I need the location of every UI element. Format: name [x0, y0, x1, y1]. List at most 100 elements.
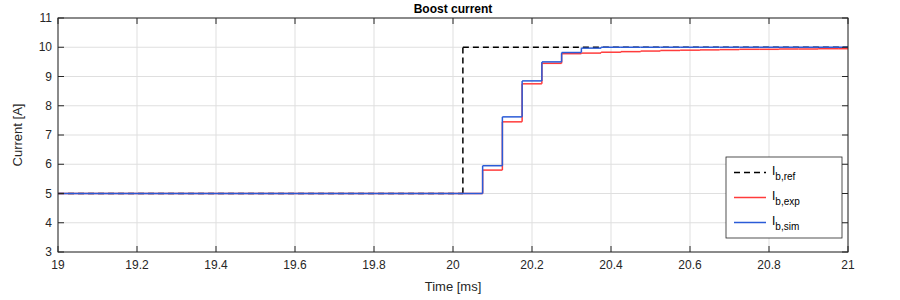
legend-box: [726, 157, 842, 238]
step-segment: [621, 51, 641, 53]
step-segment: [838, 47, 848, 49]
y-tick-label: 5: [45, 187, 52, 201]
step-segment: [739, 47, 759, 49]
x-tick-label: 19.6: [283, 258, 307, 272]
x-tick: [532, 246, 533, 252]
step-segment: [463, 47, 848, 49]
axes: 1919.219.419.619.82020.220.420.620.82134…: [39, 11, 855, 272]
x-tick-top: [374, 18, 375, 24]
x-tick-label: 20.2: [520, 258, 544, 272]
legend-swatch: [734, 172, 766, 174]
step-segment: [502, 116, 522, 118]
chart: 1919.219.419.619.82020.220.420.620.82134…: [0, 0, 900, 300]
y-tick-label: 4: [45, 216, 52, 230]
y-tick: [58, 222, 64, 223]
step-segment: [818, 48, 838, 50]
grid: [58, 18, 848, 252]
x-tick-label: 19: [51, 258, 65, 272]
y-tick: [58, 252, 64, 253]
y-tick-label: 7: [45, 128, 52, 142]
y-tick-right: [842, 47, 848, 48]
step-segment: [483, 165, 503, 167]
step-riser: [482, 166, 484, 194]
step-riser: [502, 117, 504, 166]
x-tick-label: 20.4: [599, 258, 623, 272]
y-tick-label: 8: [45, 99, 52, 113]
y-tick-label: 6: [45, 157, 52, 171]
step-segment: [779, 48, 799, 50]
legend-label-sub: b,ref: [775, 171, 795, 182]
y-tick: [58, 76, 64, 77]
y-tick-right: [842, 76, 848, 77]
legend-label-sub: b,sim: [775, 221, 799, 232]
x-tick: [58, 246, 59, 252]
step-segment: [562, 52, 582, 54]
x-tick: [374, 246, 375, 252]
x-tick: [611, 246, 612, 252]
step-segment: [601, 47, 621, 49]
y-tick-label: 10: [39, 40, 53, 54]
axes-box: [58, 18, 848, 252]
step-segment: [700, 47, 720, 49]
x-tick-top: [848, 18, 849, 24]
y-tick-right: [842, 193, 848, 194]
legend-label: Ib,ref: [772, 164, 796, 182]
y-tick-right: [842, 164, 848, 165]
y-tick-right: [842, 18, 848, 19]
y-tick-right: [842, 105, 848, 106]
x-tick-label: 19.4: [204, 258, 228, 272]
step-segment: [522, 83, 542, 85]
step-segment: [779, 47, 799, 49]
step-segment: [562, 53, 582, 55]
y-grid-line: [58, 135, 848, 136]
x-tick: [690, 246, 691, 252]
x-tick-top: [137, 18, 138, 24]
step-segment: [680, 47, 700, 49]
legend-label: Ib,exp: [772, 189, 800, 207]
x-tick-top: [58, 18, 59, 24]
step-segment: [58, 193, 483, 195]
background: [0, 0, 900, 300]
y-grid-line: [58, 47, 848, 48]
step-segment: [542, 63, 562, 65]
step-segment: [502, 121, 522, 123]
step-segment: [759, 47, 779, 49]
step-segment: [58, 193, 483, 195]
step-riser: [541, 62, 543, 81]
step-segment: [581, 52, 601, 54]
x-tick: [295, 246, 296, 252]
y-axis-label: Current [A]: [10, 104, 25, 167]
step-segment: [720, 49, 740, 51]
y-tick-right: [842, 222, 848, 223]
x-tick-top: [611, 18, 612, 24]
step-segment: [838, 48, 848, 50]
y-tick: [58, 18, 64, 19]
legend-label: Ib,sim: [772, 214, 799, 232]
y-tick-right: [842, 252, 848, 253]
step-segment: [759, 49, 779, 51]
step-segment: [601, 51, 621, 53]
plot-area: [58, 18, 848, 252]
y-tick: [58, 164, 64, 165]
x-tick-top: [216, 18, 217, 24]
x-tick-label: 19.8: [362, 258, 386, 272]
x-tick-label: 20.8: [757, 258, 781, 272]
x-tick-label: 20: [446, 258, 460, 272]
x-tick-top: [769, 18, 770, 24]
step-segment: [641, 47, 661, 49]
x-axis-label: Time [ms]: [425, 279, 482, 294]
y-tick-right: [842, 135, 848, 136]
x-tick-top: [690, 18, 691, 24]
x-tick-top: [453, 18, 454, 24]
legend-swatch: [734, 197, 766, 199]
x-tick-label: 19.2: [125, 258, 149, 272]
legend: Ib,ref Ib,exp Ib,sim: [726, 157, 842, 238]
title: Boost current: [414, 2, 493, 16]
step-riser: [521, 81, 523, 117]
step-segment: [700, 49, 720, 51]
legend-label-sub: b,exp: [775, 196, 800, 207]
x-tick-top: [295, 18, 296, 24]
x-tick: [848, 246, 849, 252]
step-segment: [680, 49, 700, 51]
step-segment: [641, 50, 661, 52]
